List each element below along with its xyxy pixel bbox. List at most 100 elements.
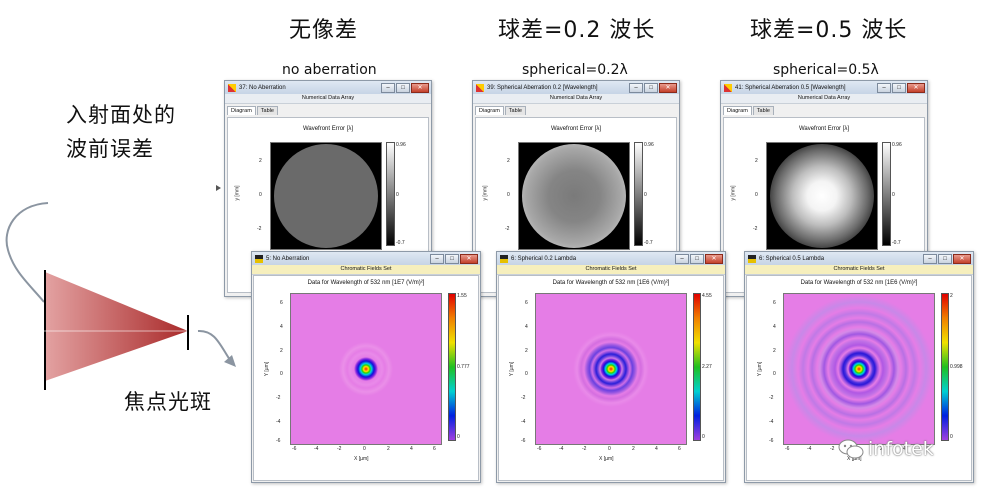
- field-intensity-map: [535, 293, 687, 445]
- x-tick: 0: [363, 446, 366, 452]
- y-tick: -2: [276, 395, 281, 401]
- maximize-button[interactable]: □: [690, 254, 704, 264]
- plot-title: Wavefront Error [λ]: [798, 126, 850, 132]
- side-label-focus-spot: 焦点光斑: [124, 390, 212, 414]
- y-tick: 0: [259, 192, 262, 198]
- y-tick: 2: [755, 158, 758, 164]
- y-tick: -6: [521, 438, 526, 444]
- y-tick: 2: [507, 158, 510, 164]
- watermark: infotek: [838, 438, 934, 460]
- y-tick: 6: [280, 300, 283, 306]
- y-tick: 2: [525, 348, 528, 354]
- colorbar-mid: 0: [396, 192, 399, 198]
- y-tick: -2: [753, 226, 758, 232]
- wavefront-pupil: [274, 144, 378, 248]
- window-subtitle: Chromatic Fields Set: [745, 265, 973, 275]
- colorbar: [693, 293, 701, 441]
- focal-spot: [536, 294, 686, 444]
- minimize-button[interactable]: –: [629, 83, 643, 93]
- maximize-button[interactable]: □: [644, 83, 658, 93]
- close-button[interactable]: ✕: [907, 83, 925, 93]
- minimize-button[interactable]: –: [675, 254, 689, 264]
- x-tick: 2: [387, 446, 390, 452]
- y-tick: 0: [507, 192, 510, 198]
- y-tick: 0: [773, 371, 776, 377]
- tab-diagram[interactable]: Diagram: [475, 106, 504, 115]
- field-window-no-aberration[interactable]: 5: No Aberration – □ ✕ Chromatic Fields Se…: [251, 251, 481, 483]
- tab-table[interactable]: Table: [504, 106, 526, 115]
- close-button[interactable]: ✕: [705, 254, 723, 264]
- close-button[interactable]: ✕: [411, 83, 429, 93]
- y-tick: 4: [773, 324, 776, 330]
- colorbar: [634, 142, 643, 246]
- window-title: 6: Spherical 0.5 Lambda: [759, 255, 825, 262]
- heading-no-aberration-cn: 无像差: [289, 18, 359, 43]
- pointer-marker-icon: [216, 185, 221, 191]
- window-titlebar[interactable]: 39: Spherical Aberration 0.2 [Wavelength…: [473, 81, 679, 94]
- tab-diagram[interactable]: Diagram: [227, 106, 256, 115]
- colorbar-min: -0.7: [396, 240, 405, 246]
- maximize-button[interactable]: □: [938, 254, 952, 264]
- plot-title: Data for Wavelength of 532 nm [1E6 (V/m)…: [552, 280, 670, 286]
- y-tick: -2: [257, 226, 262, 232]
- window-titlebar[interactable]: 5: No Aberration – □ ✕: [252, 252, 480, 265]
- tab-diagram[interactable]: Diagram: [723, 106, 752, 115]
- close-button[interactable]: ✕: [659, 83, 677, 93]
- y-tick: -2: [521, 395, 526, 401]
- window-title: 6: Spherical 0.2 Lambda: [511, 255, 577, 262]
- focusing-cone-diagram: [5, 202, 236, 390]
- x-tick: 6: [433, 446, 436, 452]
- colorbar-min: -0.7: [644, 240, 653, 246]
- minimize-button[interactable]: –: [877, 83, 891, 93]
- maximize-button[interactable]: □: [892, 83, 906, 93]
- curved-arrow-focus: [197, 329, 231, 361]
- y-tick: -2: [505, 226, 510, 232]
- plot-title: Data for Wavelength of 532 nm [1E7 (V/m)…: [307, 280, 425, 286]
- x-tick: 4: [903, 446, 906, 452]
- x-axis-label: X [µm]: [847, 456, 862, 462]
- colorbar-max: 4.55: [702, 293, 712, 299]
- window-app-icon: [476, 83, 484, 92]
- x-tick: 2: [880, 446, 883, 452]
- maximize-button[interactable]: □: [445, 254, 459, 264]
- arrow-head-icon: [224, 355, 236, 367]
- colorbar: [882, 142, 891, 246]
- field-window-spherical-02[interactable]: 6: Spherical 0.2 Lambda – □ ✕ Chromatic Fi…: [496, 251, 726, 483]
- minimize-button[interactable]: –: [430, 254, 444, 264]
- window-titlebar[interactable]: 6: Spherical 0.5 Lambda – □ ✕: [745, 252, 973, 265]
- window-app-icon: [228, 83, 236, 92]
- close-button[interactable]: ✕: [953, 254, 971, 264]
- focal-spot: [784, 294, 934, 444]
- y-tick: 2: [280, 348, 283, 354]
- window-app-icon: [500, 254, 508, 263]
- y-axis-label: Y [µm]: [757, 361, 764, 377]
- y-tick: -6: [769, 438, 774, 444]
- colorbar-min: -0.7: [892, 240, 901, 246]
- wavefront-window-no-aberration[interactable]: 37: No Aberration – □ ✕ Numerical Data Arr…: [224, 80, 432, 297]
- minimize-button[interactable]: –: [381, 83, 395, 93]
- colorbar-max: 2: [950, 293, 953, 299]
- window-titlebar[interactable]: 6: Spherical 0.2 Lambda – □ ✕: [497, 252, 725, 265]
- window-subtitle: Numerical Data Array: [473, 94, 679, 104]
- x-tick: -4: [559, 446, 564, 452]
- tab-table[interactable]: Table: [256, 106, 278, 115]
- colorbar-min: 0: [702, 434, 705, 440]
- wavefront-map: [518, 142, 630, 250]
- field-pane: Data for Wavelength of 532 nm [1E6 (V/m)…: [498, 275, 724, 481]
- y-tick: -6: [276, 438, 281, 444]
- colorbar-min: 0: [457, 434, 460, 440]
- plot-title: Wavefront Error [λ]: [302, 126, 354, 132]
- wavefront-pupil: [770, 144, 874, 248]
- minimize-button[interactable]: –: [923, 254, 937, 264]
- x-tick: -2: [337, 446, 342, 452]
- close-button[interactable]: ✕: [460, 254, 478, 264]
- colorbar-mid: 2.27: [702, 364, 712, 370]
- tab-table[interactable]: Table: [752, 106, 774, 115]
- window-titlebar[interactable]: 37: No Aberration – □ ✕: [225, 81, 431, 94]
- y-tick: 0: [755, 192, 758, 198]
- window-title: 41: Spherical Aberration 0.5 [Wavelength…: [735, 84, 846, 91]
- wechat-icon: [838, 439, 864, 459]
- window-titlebar[interactable]: 41: Spherical Aberration 0.5 [Wavelength…: [721, 81, 927, 94]
- window-title: 37: No Aberration: [239, 84, 286, 91]
- maximize-button[interactable]: □: [396, 83, 410, 93]
